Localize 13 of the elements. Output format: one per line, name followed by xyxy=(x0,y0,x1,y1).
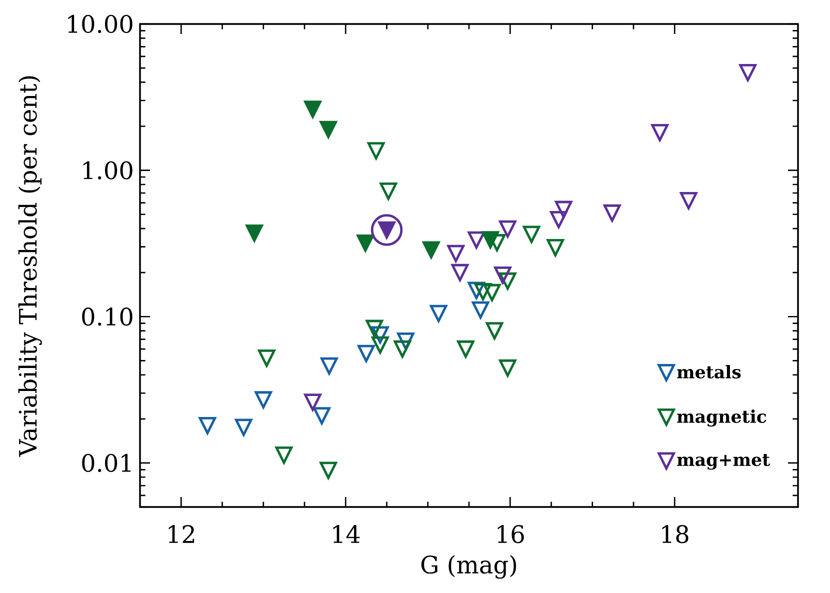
y-tick-label: 0.10 xyxy=(82,308,132,326)
y-tick-label: 0.01 xyxy=(82,454,131,472)
x-tick-label: 16 xyxy=(498,525,524,544)
legend-label: magnetic xyxy=(677,410,766,427)
x-tick-label: 18 xyxy=(662,525,688,544)
y-tick-label: 10.00 xyxy=(68,14,132,34)
x-axis-title: G (mag) xyxy=(421,555,516,579)
legend-label: mag+met xyxy=(677,454,770,470)
x-tick-label: 14 xyxy=(333,525,360,543)
x-tick-label: 12 xyxy=(168,525,194,543)
y-tick-label: 1.00 xyxy=(83,161,132,180)
y-axis-title: Variability Threshold (per cent) xyxy=(18,76,42,457)
legend-label: metals xyxy=(677,365,741,378)
